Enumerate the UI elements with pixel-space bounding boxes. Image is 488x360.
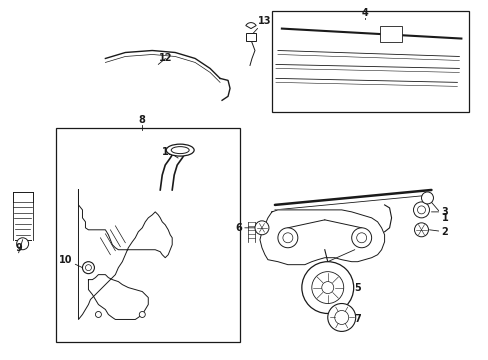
Circle shape bbox=[85, 265, 91, 271]
Wedge shape bbox=[245, 23, 256, 28]
Polygon shape bbox=[78, 190, 172, 319]
Text: 11: 11 bbox=[162, 147, 178, 158]
Text: 1: 1 bbox=[428, 200, 447, 223]
Text: 6: 6 bbox=[235, 223, 254, 233]
Text: 13: 13 bbox=[251, 15, 271, 35]
Circle shape bbox=[327, 303, 355, 332]
Ellipse shape bbox=[166, 144, 194, 156]
Circle shape bbox=[311, 272, 343, 303]
Circle shape bbox=[356, 233, 366, 243]
Text: 12: 12 bbox=[158, 54, 172, 64]
Bar bbox=[271, 11, 468, 112]
Circle shape bbox=[351, 228, 371, 248]
Circle shape bbox=[421, 192, 432, 204]
Circle shape bbox=[17, 238, 29, 250]
Bar bbox=[245, 32, 255, 41]
Text: 9: 9 bbox=[15, 243, 22, 253]
Circle shape bbox=[82, 262, 94, 274]
Ellipse shape bbox=[171, 147, 189, 154]
Circle shape bbox=[334, 310, 348, 324]
Bar bbox=[56, 128, 240, 342]
Text: 3: 3 bbox=[430, 207, 447, 217]
Text: 8: 8 bbox=[139, 115, 145, 125]
Bar bbox=[379, 26, 401, 41]
Circle shape bbox=[139, 311, 145, 318]
Text: 5: 5 bbox=[341, 282, 361, 293]
Text: 7: 7 bbox=[341, 314, 361, 324]
Circle shape bbox=[321, 282, 333, 293]
Text: 4: 4 bbox=[361, 8, 367, 18]
Circle shape bbox=[417, 206, 425, 214]
Text: 2: 2 bbox=[428, 227, 447, 237]
Circle shape bbox=[413, 202, 428, 218]
Circle shape bbox=[277, 228, 297, 248]
Circle shape bbox=[414, 223, 427, 237]
Circle shape bbox=[301, 262, 353, 314]
Polygon shape bbox=[260, 210, 384, 265]
Circle shape bbox=[283, 233, 292, 243]
Polygon shape bbox=[88, 275, 148, 319]
Circle shape bbox=[95, 311, 101, 318]
Circle shape bbox=[254, 221, 268, 235]
Text: 10: 10 bbox=[59, 255, 82, 268]
